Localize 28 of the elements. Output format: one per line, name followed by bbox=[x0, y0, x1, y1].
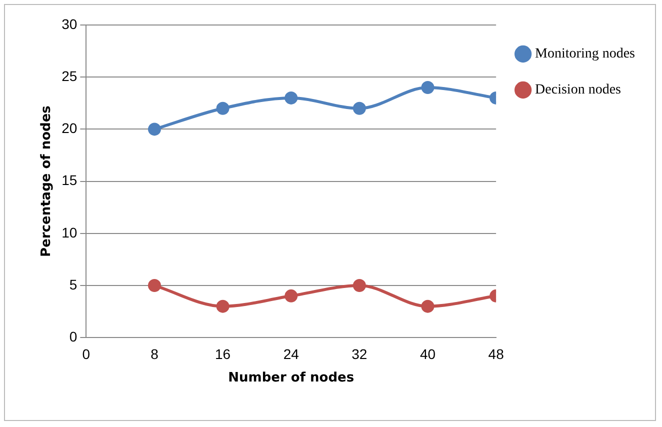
x-tick-label: 8 bbox=[150, 346, 159, 362]
y-axis-title: Percentage of nodes bbox=[39, 105, 54, 257]
point bbox=[352, 102, 366, 115]
legend-label: Decision nodes bbox=[535, 82, 621, 98]
point bbox=[284, 289, 298, 302]
x-tick-label: 0 bbox=[82, 346, 90, 362]
x-tick-label: 32 bbox=[352, 346, 368, 362]
point bbox=[352, 279, 366, 292]
y-tick-label: 0 bbox=[69, 328, 78, 344]
y-tick-label: 10 bbox=[62, 224, 78, 240]
point bbox=[284, 91, 298, 104]
y-tick-label: 25 bbox=[62, 68, 78, 84]
point bbox=[216, 102, 230, 115]
x-tick-label: 40 bbox=[420, 346, 436, 362]
y-tick-label: 15 bbox=[62, 172, 78, 188]
y-tick-label: 5 bbox=[69, 276, 78, 292]
point bbox=[148, 279, 161, 292]
y-tick-label: 30 bbox=[62, 16, 78, 32]
x-tick-label: 16 bbox=[215, 346, 231, 362]
point bbox=[148, 122, 161, 136]
x-tick-label: 24 bbox=[283, 346, 300, 362]
legend-label: Monitoring nodes bbox=[535, 46, 636, 62]
point bbox=[421, 300, 434, 313]
y-tick-label: 20 bbox=[62, 120, 78, 136]
point bbox=[421, 81, 434, 94]
x-tick-label: 48 bbox=[488, 346, 504, 362]
x-axis-title: Number of nodes bbox=[228, 370, 354, 386]
point bbox=[216, 300, 230, 313]
